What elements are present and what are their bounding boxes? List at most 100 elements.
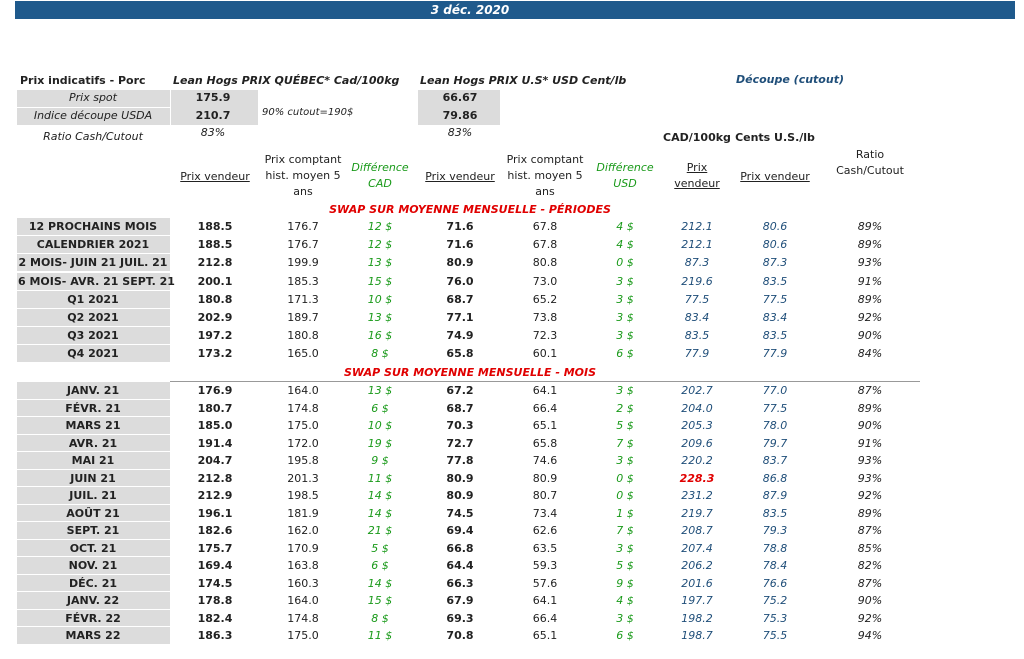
cell: 84% [857, 347, 883, 361]
cell: 186.3 [197, 629, 233, 642]
cell: 57.6 [532, 576, 558, 590]
cell: 65.2 [532, 292, 558, 306]
column-header: Prix vendeur [180, 169, 250, 183]
label-bg [17, 308, 170, 327]
cell: 77.9 [684, 347, 710, 361]
cell: 77.5 [762, 401, 788, 415]
cell: 202.9 [197, 311, 233, 324]
row-label: 6 MOIS- AVR. 21 SEPT. 21 [18, 274, 175, 288]
cell: 90% [857, 329, 883, 343]
cell: 91% [857, 436, 883, 450]
cell: 169.4 [197, 559, 233, 572]
cell: 71.6 [446, 220, 474, 233]
cell: 201.6 [681, 576, 713, 590]
cell: 13 $ [367, 311, 393, 324]
column-header: Prix vendeur [425, 169, 495, 183]
cell: 4 $ [616, 594, 634, 607]
column-header: Prix vendeur [740, 169, 810, 183]
cell: 175.0 [287, 629, 319, 642]
cell: 15 $ [367, 274, 393, 288]
cell: 64.1 [532, 384, 558, 397]
cell: 65.8 [446, 347, 474, 361]
cell: 3 $ [616, 292, 634, 306]
row-label: MARS 21 [65, 419, 121, 432]
cell: 87.3 [684, 256, 710, 270]
cell: 176.7 [287, 220, 319, 233]
cell: 87% [857, 576, 883, 590]
cell: 12 $ [367, 238, 393, 252]
cell: 14 $ [367, 489, 393, 502]
cell: 188.5 [197, 238, 233, 252]
cell: 62.6 [532, 524, 558, 537]
cell: 8 $ [371, 347, 389, 361]
cell: 82% [857, 559, 883, 572]
cell: 72.7 [446, 436, 474, 450]
cell: 170.9 [287, 541, 319, 555]
cell: 205.3 [681, 419, 713, 432]
cell: 75.5 [762, 629, 788, 642]
cell: 174.8 [287, 401, 319, 415]
row-label: 12 PROCHAINS MOIS [28, 220, 158, 233]
cell: 188.5 [197, 220, 233, 233]
column-header: Ratio Cash/Cutout [836, 148, 904, 177]
cell: 86.8 [762, 471, 788, 485]
cell: 162.0 [287, 524, 319, 537]
cell: 176.7 [287, 238, 319, 252]
cell: 180.7 [197, 401, 233, 415]
cell: 68.7 [446, 292, 474, 306]
cell: 89% [857, 220, 883, 233]
cell: 59.3 [532, 559, 558, 572]
cell: 92% [857, 611, 883, 625]
cell: 9 $ [616, 576, 634, 590]
cell: 212.1 [681, 238, 713, 252]
cell: 83.7 [762, 454, 788, 467]
cell: 66.8 [446, 541, 474, 555]
cell: 73.0 [532, 274, 558, 288]
cell: 3 $ [616, 274, 634, 288]
cell: 68.7 [446, 401, 474, 415]
cell: 89% [857, 238, 883, 252]
cell: 90% [857, 419, 883, 432]
cell: 66.3 [446, 576, 474, 590]
cell: 83.4 [684, 311, 710, 324]
summary-label: Ratio Cash/Cutout [43, 130, 143, 143]
cell: 78.8 [762, 541, 788, 555]
row-label: AOÛT 21 [66, 506, 120, 520]
cell: 87.3 [762, 256, 788, 270]
cell: 80.7 [532, 489, 558, 502]
cell: 220.2 [681, 454, 713, 467]
value-bg [171, 90, 258, 125]
summary-label: Indice découpe USDA [33, 109, 153, 122]
cell: 212.8 [197, 471, 233, 485]
cell: 3 $ [616, 329, 634, 343]
label-bg [17, 539, 170, 557]
cell: 19 $ [367, 436, 393, 450]
cell: 76.6 [762, 576, 788, 590]
cell: 182.4 [197, 611, 233, 625]
cell: 174.8 [287, 611, 319, 625]
row-label: DÉC. 21 [68, 576, 118, 590]
cell: 64.1 [532, 594, 558, 607]
cell: 3 $ [616, 454, 634, 467]
cell: 172.0 [287, 436, 319, 450]
cell: 16 $ [367, 329, 393, 343]
cell: 67.9 [446, 594, 474, 607]
label-bg [17, 290, 170, 308]
date-bar [15, 1, 1015, 19]
cell: 0 $ [616, 256, 634, 270]
cell: 4 $ [616, 238, 634, 252]
cell: 73.4 [532, 506, 558, 520]
cell: 171.3 [287, 292, 319, 306]
row-label: JUIN 21 [70, 471, 116, 485]
cell: 89% [857, 506, 883, 520]
label-bg [17, 417, 170, 434]
cell: 85% [857, 541, 883, 555]
cell: 89% [857, 401, 883, 415]
summary-label: Prix spot [69, 91, 117, 104]
label-bg [17, 108, 170, 125]
summary-quebec: 210.7 [195, 109, 231, 122]
cell: 6 $ [371, 559, 389, 572]
label-bg [17, 345, 170, 363]
cell: 197.2 [197, 329, 233, 343]
